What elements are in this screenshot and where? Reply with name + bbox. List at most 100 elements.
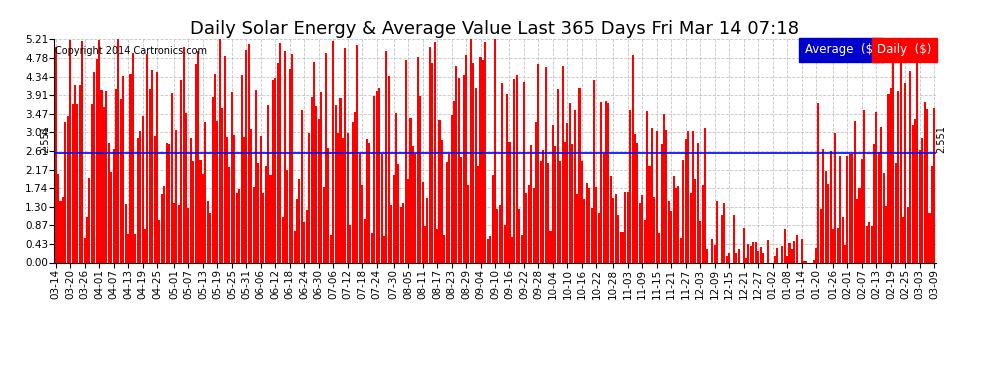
Bar	[207, 201, 209, 262]
Bar	[593, 80, 595, 262]
Bar	[835, 133, 837, 262]
Bar	[837, 228, 839, 262]
Bar	[487, 240, 489, 262]
Bar	[501, 82, 503, 262]
Bar	[105, 91, 107, 262]
Bar	[470, 39, 472, 262]
Bar	[803, 261, 805, 262]
Bar	[54, 47, 56, 262]
Bar	[499, 205, 501, 262]
Bar	[238, 189, 241, 262]
Bar	[243, 137, 245, 262]
Bar	[535, 122, 537, 262]
Bar	[64, 122, 66, 262]
Bar	[540, 161, 542, 262]
Bar	[784, 229, 786, 262]
Bar	[192, 161, 194, 262]
Bar	[494, 39, 496, 262]
Bar	[462, 75, 464, 262]
Bar	[142, 116, 144, 262]
Bar	[397, 164, 400, 262]
Bar	[140, 130, 142, 262]
Bar	[549, 231, 551, 262]
Bar	[83, 238, 86, 262]
Bar	[410, 118, 412, 262]
Bar	[479, 57, 481, 262]
Bar	[311, 97, 313, 262]
Bar	[820, 209, 822, 262]
Bar	[340, 98, 342, 262]
Bar	[588, 188, 590, 262]
Bar	[781, 246, 783, 262]
Bar	[351, 122, 353, 262]
Bar	[556, 89, 558, 262]
Bar	[919, 150, 921, 262]
Bar	[791, 249, 793, 262]
Bar	[127, 234, 129, 262]
Bar	[231, 92, 233, 262]
Bar	[742, 228, 744, 262]
Bar	[308, 133, 310, 262]
Bar	[356, 45, 358, 262]
Bar	[259, 136, 262, 262]
Bar	[680, 238, 682, 262]
Bar	[303, 222, 305, 262]
Bar	[694, 179, 696, 262]
Bar	[926, 109, 929, 262]
Bar	[301, 110, 303, 262]
Bar	[544, 67, 546, 262]
Bar	[880, 127, 882, 262]
Bar	[687, 131, 689, 262]
Bar	[395, 113, 397, 262]
Bar	[455, 66, 457, 262]
Bar	[358, 153, 360, 262]
Bar	[571, 144, 573, 262]
Bar	[861, 159, 863, 262]
Bar	[655, 131, 657, 262]
Bar	[465, 55, 467, 262]
Bar	[815, 248, 817, 262]
Bar	[728, 253, 731, 262]
Bar	[489, 236, 491, 262]
Bar	[130, 74, 132, 262]
Bar	[559, 161, 561, 262]
Bar	[187, 209, 189, 262]
Bar	[147, 54, 148, 262]
Bar	[890, 88, 892, 262]
Bar	[711, 238, 713, 262]
Bar	[118, 39, 120, 262]
Bar	[851, 154, 853, 262]
Bar	[830, 152, 832, 262]
Bar	[185, 113, 187, 262]
Bar	[863, 110, 865, 262]
Bar	[221, 108, 224, 262]
Bar	[96, 59, 98, 262]
Bar	[86, 217, 88, 262]
Bar	[682, 160, 684, 262]
Bar	[612, 198, 615, 262]
Bar	[875, 112, 877, 262]
Bar	[419, 96, 421, 262]
Bar	[335, 105, 337, 262]
Bar	[543, 150, 545, 262]
Bar	[523, 82, 525, 262]
Bar	[383, 236, 385, 262]
Bar	[204, 122, 206, 262]
Bar	[424, 226, 426, 262]
Bar	[450, 114, 452, 262]
Bar	[617, 214, 619, 262]
Bar	[796, 235, 798, 262]
Bar	[721, 216, 723, 262]
Bar	[402, 203, 404, 262]
Bar	[672, 176, 674, 262]
Bar	[380, 154, 382, 262]
Bar	[320, 92, 322, 262]
Bar	[61, 197, 64, 262]
Bar	[625, 192, 627, 262]
Bar	[547, 163, 549, 262]
Bar	[432, 63, 434, 262]
Bar	[345, 48, 346, 262]
Bar	[786, 256, 788, 262]
Bar	[934, 108, 936, 262]
Bar	[644, 220, 645, 262]
